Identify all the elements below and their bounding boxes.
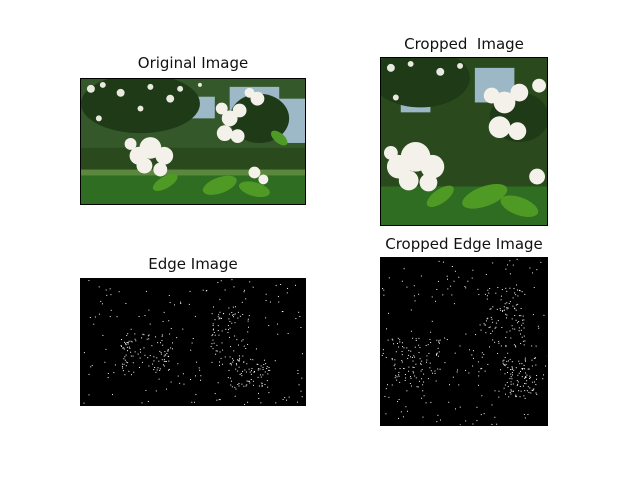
cropped-photo-graphic [381, 58, 547, 225]
cropped-image [380, 57, 548, 226]
cropped-image-title: Cropped Image [404, 35, 524, 53]
edge-map-graphic [83, 279, 303, 405]
edge-image-title: Edge Image [148, 255, 238, 273]
original-photo-graphic [81, 79, 305, 204]
original-image [80, 78, 306, 205]
edge-image [80, 278, 306, 406]
cropped-edge-map-graphic [381, 258, 547, 425]
cropped-edge-image [380, 257, 548, 426]
original-image-title: Original Image [137, 54, 249, 72]
cropped-edge-image-title: Cropped Edge Image [385, 235, 543, 253]
